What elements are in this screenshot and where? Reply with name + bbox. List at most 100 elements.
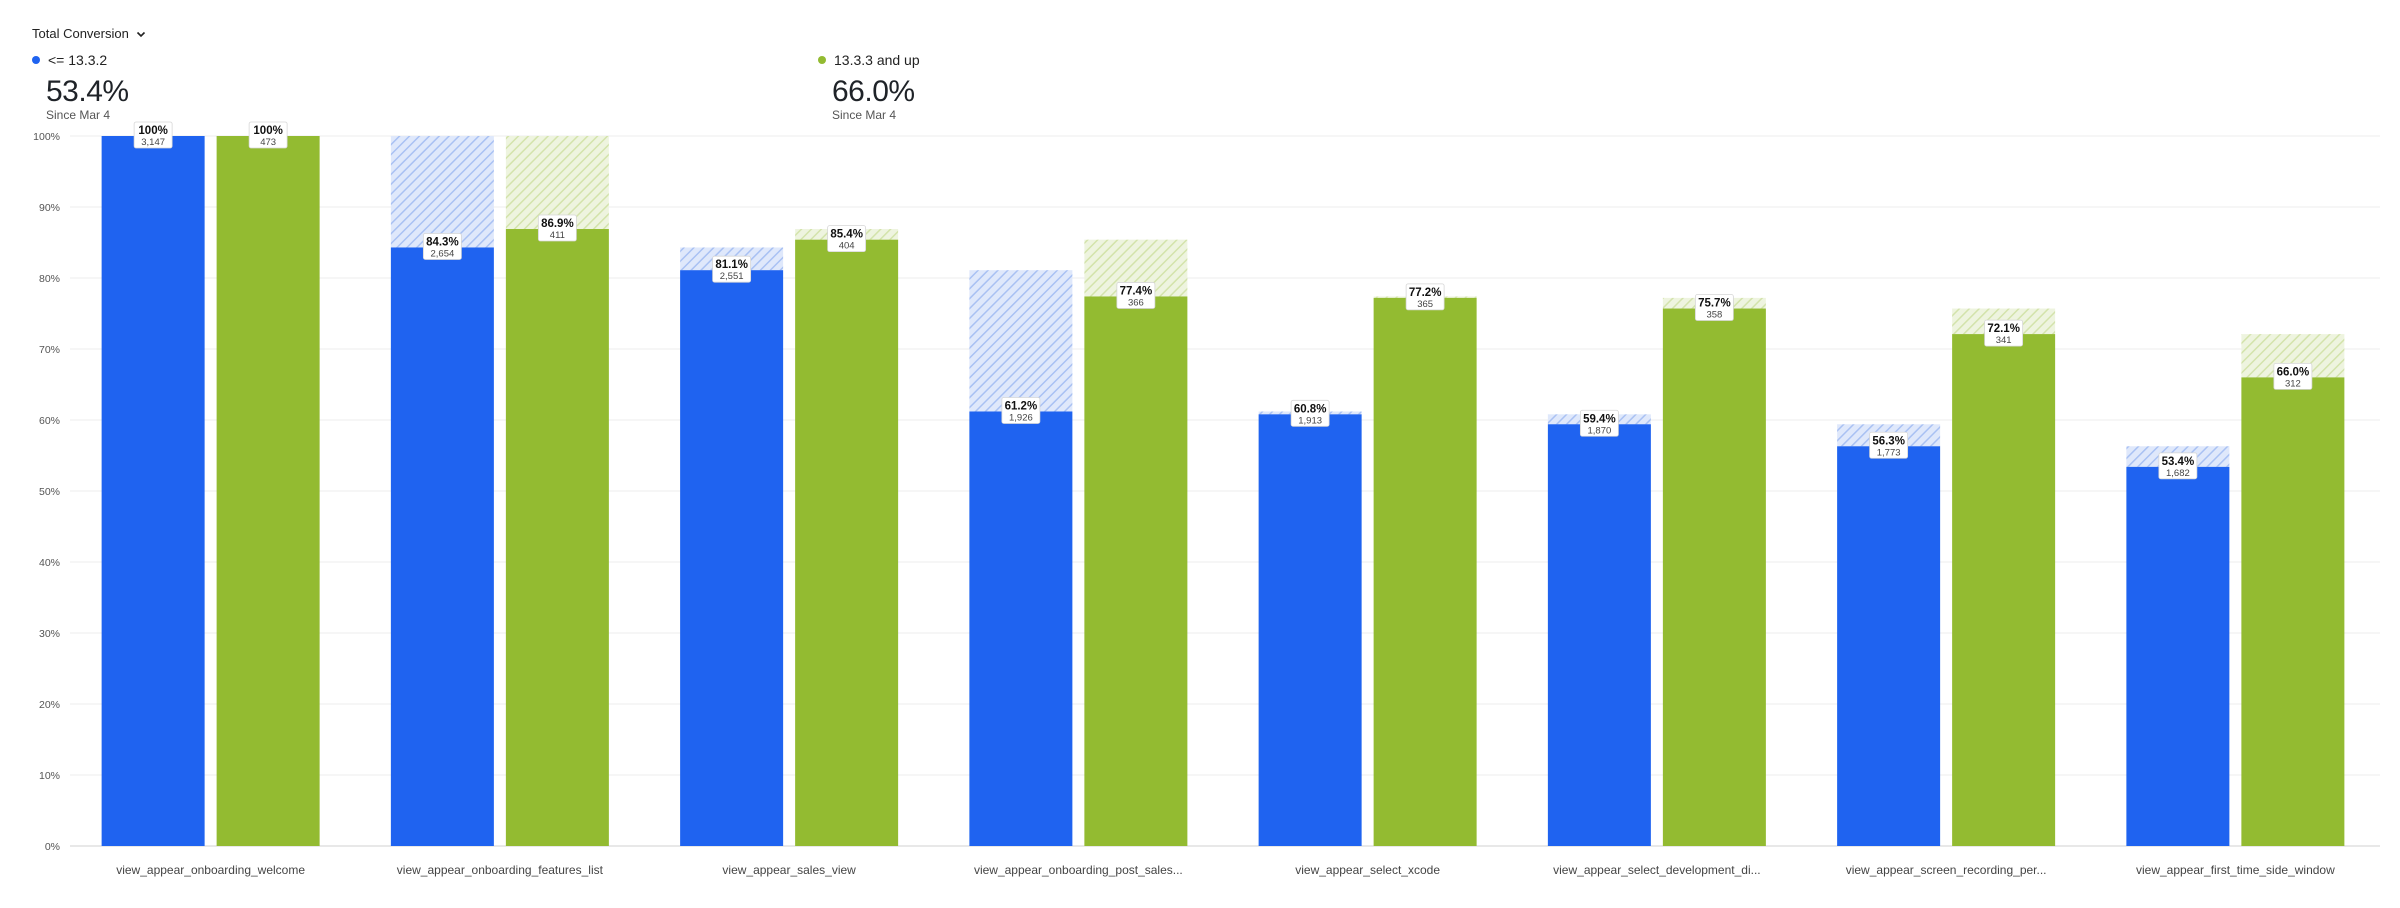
data-label-percent: 81.1% xyxy=(715,259,748,271)
data-label-count: 411 xyxy=(550,230,565,241)
data-label-percent: 86.9% xyxy=(541,218,574,230)
series-1-since: Since Mar 4 xyxy=(46,108,111,122)
data-label-box xyxy=(1116,282,1156,309)
metric-dropdown-label: Total Conversion xyxy=(32,26,129,41)
x-category-label: view_appear_select_development_di... xyxy=(1553,863,1760,877)
data-label-count: 365 xyxy=(1417,299,1433,310)
data-label-count: 366 xyxy=(1128,297,1144,308)
data-label-count: 404 xyxy=(839,241,855,252)
data-label-count: 2,551 xyxy=(720,271,744,282)
data-label-count: 1,682 xyxy=(2166,468,2190,479)
chevron-down-icon xyxy=(136,31,145,37)
x-category-label: view_appear_sales_view xyxy=(722,863,856,877)
conversion-bar[interactable] xyxy=(795,239,899,846)
conversion-bar[interactable] xyxy=(390,247,494,847)
data-label-count: 473 xyxy=(260,137,276,148)
data-label-box xyxy=(712,255,752,283)
data-label-count: 2,654 xyxy=(430,248,454,259)
data-label-percent: 77.4% xyxy=(1120,285,1153,297)
dropoff-bar[interactable] xyxy=(505,136,609,230)
y-tick-label: 10% xyxy=(39,770,60,782)
data-label-percent: 75.7% xyxy=(1698,298,1731,310)
series-2-name: 13.3.3 and up xyxy=(834,52,920,68)
data-label-percent: 85.4% xyxy=(830,229,863,241)
data-label-box xyxy=(248,121,288,149)
y-tick-label: 50% xyxy=(39,486,60,498)
y-tick-label: 30% xyxy=(39,628,60,640)
data-label-percent: 56.3% xyxy=(1872,435,1905,447)
y-tick-label: 90% xyxy=(39,202,60,214)
data-label-box xyxy=(1984,319,2024,347)
dropoff-bar[interactable] xyxy=(390,136,494,248)
data-label-count: 312 xyxy=(2285,378,2301,389)
data-label-box xyxy=(827,225,867,253)
data-label-percent: 60.8% xyxy=(1294,403,1327,415)
data-label-box xyxy=(1001,397,1041,424)
conversion-bar[interactable] xyxy=(1258,414,1362,846)
data-label-count: 1,913 xyxy=(1298,415,1322,426)
series-2-since: Since Mar 4 xyxy=(832,108,897,122)
data-label-count: 358 xyxy=(1706,310,1722,321)
data-label-percent: 77.2% xyxy=(1409,287,1442,299)
conversion-bar[interactable] xyxy=(1662,308,1766,846)
bar-layer xyxy=(101,136,2345,847)
y-tick-label: 0% xyxy=(45,841,60,853)
data-label-count: 1,926 xyxy=(1009,412,1033,423)
conversion-bar[interactable] xyxy=(1373,297,1477,846)
data-label-box xyxy=(1405,283,1445,311)
data-label-box xyxy=(2273,362,2313,390)
conversion-bar[interactable] xyxy=(2241,377,2345,846)
data-label-percent: 59.4% xyxy=(1583,413,1616,425)
conversion-bar[interactable] xyxy=(1837,446,1941,846)
conversion-bar[interactable] xyxy=(1952,334,2056,846)
y-tick-label: 70% xyxy=(39,344,60,356)
data-label-percent: 61.2% xyxy=(1005,400,1038,412)
data-label-percent: 100% xyxy=(253,125,282,137)
data-label-count: 1,773 xyxy=(1877,447,1901,458)
series-2-value: 66.0% xyxy=(832,75,915,108)
legend-series-2[interactable]: 13.3.3 and up 66.0% Since Mar 4 xyxy=(818,52,920,122)
series-1-name: <= 13.3.2 xyxy=(48,52,108,68)
dropoff-bar[interactable] xyxy=(969,270,1073,412)
series-2-color-dot xyxy=(818,56,826,64)
y-tick-label: 40% xyxy=(39,557,60,569)
label-layer: 100%3,147100%473view_appear_onboarding_w… xyxy=(116,121,2335,877)
x-category-label: view_appear_select_xcode xyxy=(1295,863,1440,877)
series-1-value: 53.4% xyxy=(46,75,129,108)
data-label-box xyxy=(537,214,577,242)
data-label-box xyxy=(1579,409,1619,437)
y-tick-label: 20% xyxy=(39,699,60,711)
conversion-bar[interactable] xyxy=(216,136,320,846)
data-label-percent: 100% xyxy=(138,125,167,137)
data-label-box xyxy=(422,233,462,260)
data-label-percent: 84.3% xyxy=(426,236,459,248)
series-1-color-dot xyxy=(32,56,40,64)
y-tick-label: 80% xyxy=(39,273,60,285)
conversion-bar[interactable] xyxy=(2126,466,2230,846)
data-label-box xyxy=(1869,431,1909,459)
conversion-bar[interactable] xyxy=(680,270,784,846)
legend-series-1[interactable]: <= 13.3.2 53.4% Since Mar 4 xyxy=(32,52,129,122)
conversion-bar[interactable] xyxy=(1547,424,1651,846)
data-label-count: 341 xyxy=(1996,335,2012,346)
x-category-label: view_appear_first_time_side_window xyxy=(2136,863,2335,877)
y-tick-label: 100% xyxy=(33,131,60,143)
data-label-percent: 66.0% xyxy=(2277,366,2310,378)
x-category-label: view_appear_onboarding_post_sales... xyxy=(974,863,1183,877)
data-label-count: 3,147 xyxy=(141,137,165,148)
conversion-bar[interactable] xyxy=(101,136,205,846)
x-category-label: view_appear_onboarding_features_list xyxy=(397,863,604,877)
x-category-label: view_appear_onboarding_welcome xyxy=(116,863,305,877)
metric-dropdown[interactable]: Total Conversion xyxy=(32,26,147,41)
data-label-box xyxy=(1290,399,1330,427)
conversion-bar[interactable] xyxy=(1084,296,1188,847)
conversion-bar[interactable] xyxy=(505,229,609,846)
data-label-count: 1,870 xyxy=(1587,425,1611,436)
data-label-percent: 53.4% xyxy=(2162,456,2195,468)
conversion-bar[interactable] xyxy=(969,411,1073,846)
data-label-box xyxy=(1694,294,1734,321)
x-category-label: view_appear_screen_recording_per... xyxy=(1846,863,2047,877)
y-tick-label: 60% xyxy=(39,415,60,427)
data-label-box xyxy=(2158,452,2198,480)
